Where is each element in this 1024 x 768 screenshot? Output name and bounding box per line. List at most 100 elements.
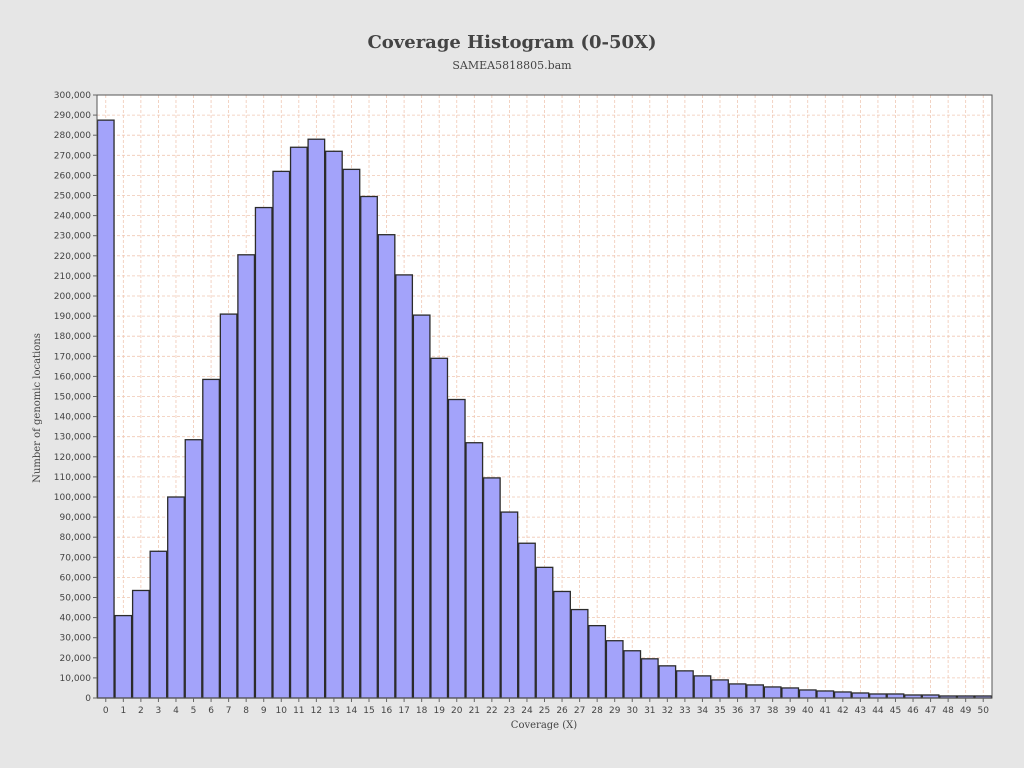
y-tick-label: 30,000 <box>60 634 92 644</box>
x-tick-label: 33 <box>679 706 690 716</box>
x-tick-label: 46 <box>907 706 919 716</box>
x-tick-label: 7 <box>226 706 232 716</box>
histogram-bar <box>202 378 220 699</box>
bars-layer <box>96 119 993 699</box>
y-tick-label: 130,000 <box>54 433 91 443</box>
histogram-bar <box>482 477 501 699</box>
x-tick-label: 40 <box>802 706 814 716</box>
histogram-bar <box>746 684 765 699</box>
histogram-bar <box>131 589 150 699</box>
x-tick-label: 13 <box>328 706 339 716</box>
chart-subtitle: SAMEA5818805.bam <box>452 59 572 72</box>
x-axis-label: Coverage (X) <box>511 720 578 731</box>
y-tick-label: 100,000 <box>54 493 91 503</box>
x-tick-label: 17 <box>398 706 409 716</box>
x-tick-label: 37 <box>749 706 760 716</box>
histogram-bar <box>500 511 519 699</box>
histogram-bar <box>570 608 589 699</box>
histogram-bar <box>237 254 256 699</box>
histogram-bar <box>711 679 729 699</box>
histogram-bar <box>693 675 712 699</box>
y-tick-label: 140,000 <box>54 413 91 423</box>
x-tick-label: 41 <box>820 706 831 716</box>
x-tick-label: 10 <box>276 706 288 716</box>
histogram-bar <box>395 274 414 699</box>
x-tick-label: 18 <box>416 706 428 716</box>
y-tick-label: 10,000 <box>60 674 92 684</box>
y-tick-label: 180,000 <box>54 332 91 342</box>
y-tick-label: 120,000 <box>54 453 91 463</box>
x-tick-label: 25 <box>539 706 550 716</box>
histogram-bar <box>605 640 624 699</box>
x-tick-label: 48 <box>942 706 954 716</box>
y-tick-label: 60,000 <box>60 573 92 583</box>
x-tick-label: 30 <box>627 706 639 716</box>
y-tick-label: 70,000 <box>60 553 92 563</box>
x-tick-label: 12 <box>311 706 322 716</box>
y-tick-label: 110,000 <box>54 473 91 483</box>
histogram-bar <box>728 683 747 699</box>
x-tick-label: 22 <box>486 706 497 716</box>
y-tick-label: 290,000 <box>54 111 91 121</box>
x-tick-label: 32 <box>662 706 673 716</box>
histogram-bar <box>96 119 115 699</box>
x-tick-label: 50 <box>977 706 989 716</box>
histogram-bar <box>869 693 887 699</box>
chart-title: Coverage Histogram (0-50X) <box>367 32 656 53</box>
y-tick-label: 90,000 <box>60 513 92 523</box>
x-tick-label: 24 <box>521 706 533 716</box>
x-tick-label: 29 <box>609 706 621 716</box>
y-tick-label: 40,000 <box>60 614 92 624</box>
histogram-bar <box>219 313 238 699</box>
x-tick-label: 45 <box>890 706 901 716</box>
x-tick-label: 20 <box>451 706 463 716</box>
x-tick-label: 0 <box>103 706 109 716</box>
y-tick-label: 260,000 <box>54 171 91 181</box>
y-tick-label: 210,000 <box>54 272 91 282</box>
histogram-bar <box>342 168 361 699</box>
y-tick-label: 80,000 <box>60 533 92 543</box>
x-tick-label: 34 <box>697 706 709 716</box>
x-tick-label: 36 <box>732 706 744 716</box>
histogram-bar <box>149 550 168 699</box>
x-tick-label: 19 <box>433 706 445 716</box>
x-tick-label: 35 <box>714 706 725 716</box>
y-tick-label: 150,000 <box>54 393 91 403</box>
histogram-bar <box>272 170 291 699</box>
histogram-bar <box>588 624 607 699</box>
histogram-bar <box>289 146 308 699</box>
histogram-bar <box>798 689 817 699</box>
x-tick-label: 38 <box>767 706 779 716</box>
histogram-bar <box>658 665 677 699</box>
y-tick-label: 20,000 <box>60 654 92 664</box>
y-tick-label: 200,000 <box>54 292 91 302</box>
histogram-bar <box>307 138 326 699</box>
x-tick-label: 1 <box>120 706 126 716</box>
y-tick-label: 160,000 <box>54 372 91 382</box>
y-tick-label: 240,000 <box>54 212 91 222</box>
y-axis-label: Number of genomic locations <box>32 333 43 483</box>
x-tick-label: 2 <box>138 706 144 716</box>
y-tick-label: 280,000 <box>54 131 91 141</box>
histogram-bar <box>851 692 870 699</box>
histogram-bar <box>447 398 466 699</box>
histogram-bar <box>675 670 694 699</box>
histogram-bar <box>833 691 852 699</box>
x-tick-label: 4 <box>173 706 179 716</box>
y-tick-label: 220,000 <box>54 252 91 262</box>
histogram-bar <box>763 686 782 699</box>
histogram-bar <box>184 439 203 699</box>
histogram-bar <box>623 650 642 699</box>
histogram-bar <box>816 690 835 699</box>
x-tick-label: 14 <box>346 706 358 716</box>
histogram-bar <box>518 542 536 699</box>
histogram-bar <box>254 206 273 699</box>
histogram-bar <box>886 693 905 699</box>
x-tick-label: 43 <box>855 706 866 716</box>
y-tick-label: 270,000 <box>54 151 91 161</box>
x-tick-label: 47 <box>925 706 936 716</box>
histogram-bar <box>535 566 554 699</box>
x-tick-label: 21 <box>469 706 480 716</box>
